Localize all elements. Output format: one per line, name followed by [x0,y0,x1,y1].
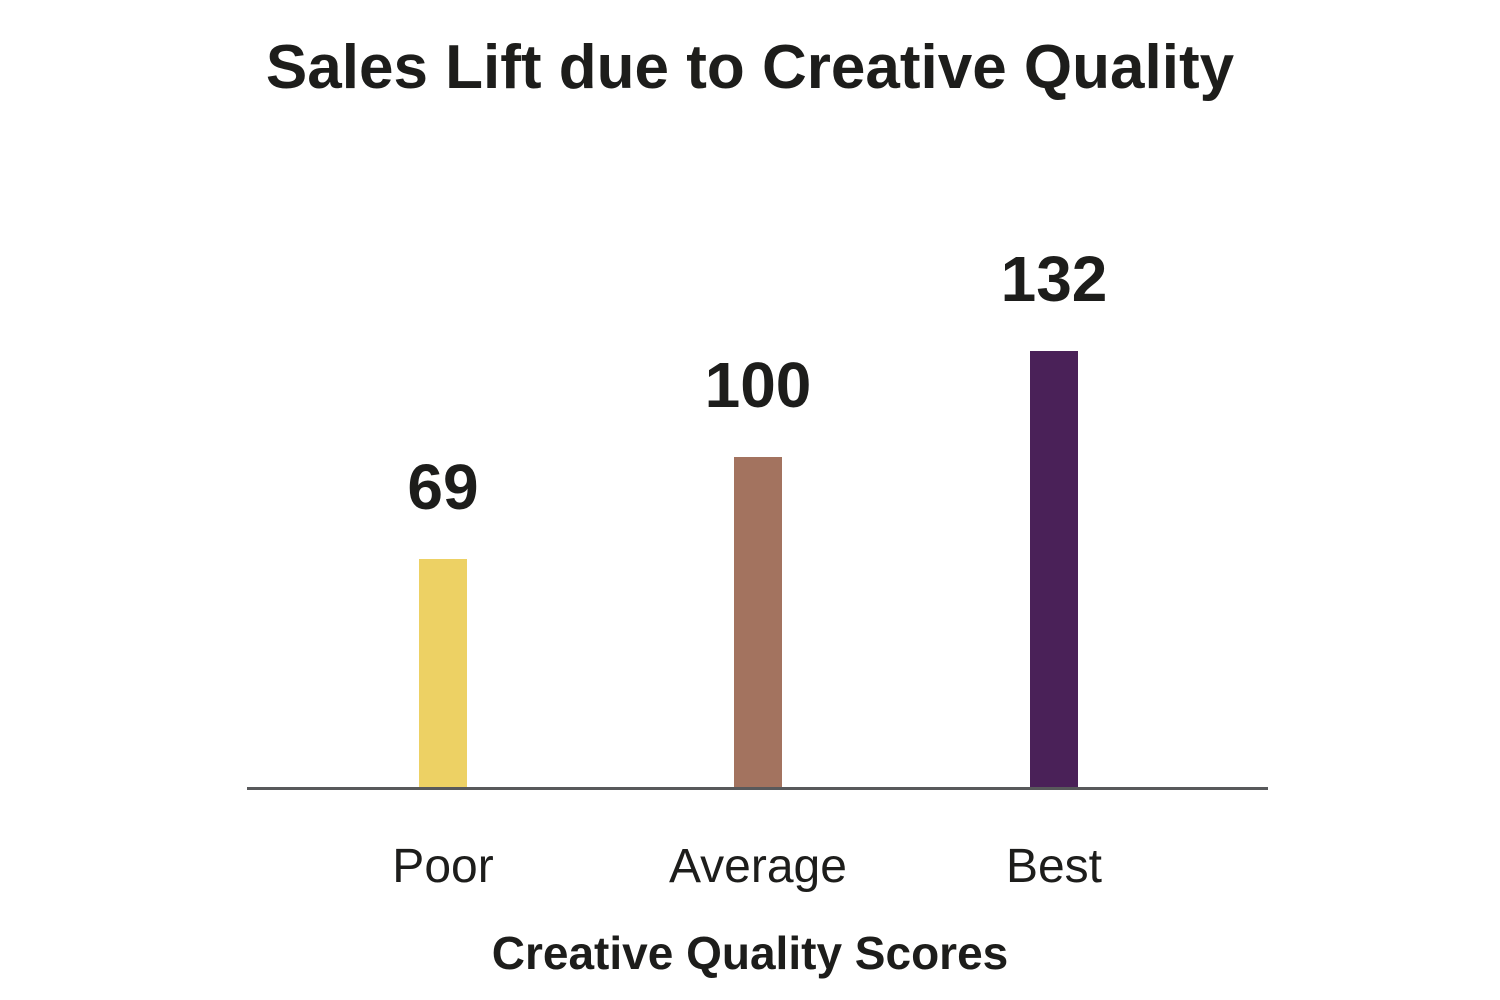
bar-value-label-best: 132 [1000,243,1108,315]
bar-best [1030,351,1078,787]
chart-title: Sales Lift due to Creative Quality [265,33,1235,102]
category-label-best: Best [1005,840,1103,893]
bar-value-label-poor: 69 [407,451,479,523]
x-axis-line [247,787,1268,790]
bar-poor [419,559,467,787]
category-label-poor: Poor [392,840,494,893]
x-axis-title: Creative Quality Scores [491,927,1009,979]
bar-value-label-average: 100 [704,349,812,421]
bar-average [734,457,782,787]
category-label-average: Average [669,840,847,893]
